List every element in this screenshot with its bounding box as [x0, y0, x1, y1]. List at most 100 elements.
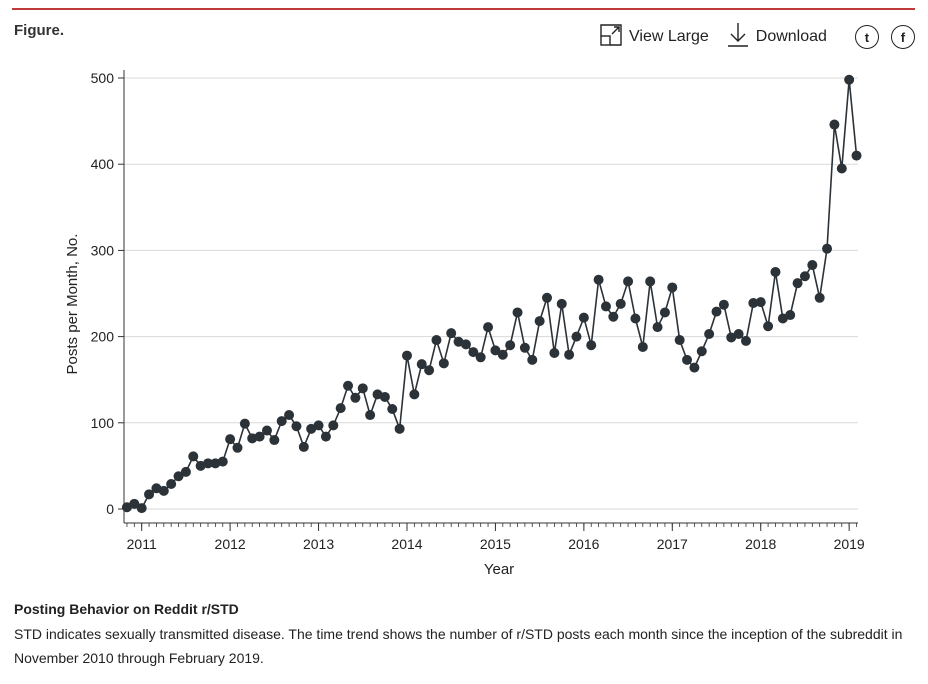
data-point	[542, 292, 553, 303]
data-point	[527, 354, 538, 365]
data-point	[298, 441, 309, 452]
top-accent-rule	[12, 8, 915, 10]
data-point	[409, 389, 420, 400]
data-point	[763, 321, 774, 332]
download-label: Download	[755, 28, 827, 45]
view-large-button[interactable]: View Large	[600, 23, 709, 51]
data-point	[718, 299, 729, 310]
data-point	[792, 278, 803, 289]
data-point	[512, 307, 523, 318]
data-point	[645, 276, 656, 287]
data-point	[659, 307, 670, 318]
data-point	[431, 335, 442, 346]
data-point	[682, 354, 693, 365]
view-large-label: View Large	[629, 28, 709, 45]
data-point	[254, 431, 265, 442]
figure-label: Figure.	[14, 22, 65, 39]
data-point	[822, 243, 833, 254]
data-point	[188, 451, 199, 462]
data-point	[814, 292, 825, 303]
data-point	[261, 425, 272, 436]
data-point	[483, 322, 494, 333]
posts-per-month-chart: 0 100 200 300 400 500 2011 2012 2013 2014 2015 2016…	[64, 70, 865, 578]
x-axis-label: Year	[484, 561, 514, 578]
data-point	[623, 276, 634, 287]
data-point	[586, 340, 597, 351]
y-tick-label: 200	[91, 329, 115, 345]
data-point	[851, 150, 862, 161]
data-point	[313, 420, 324, 431]
data-point	[740, 335, 751, 346]
x-tick-label: 2011	[127, 536, 157, 552]
y-axis-label: Posts per Month, No.	[64, 234, 81, 375]
x-tick-label: 2012	[215, 536, 246, 552]
data-point	[328, 420, 339, 431]
data-point	[468, 347, 479, 358]
data-point	[785, 310, 796, 321]
data-point	[733, 329, 744, 340]
data-point	[711, 306, 722, 317]
y-tick-label: 0	[106, 501, 114, 517]
data-point	[564, 349, 575, 360]
data-point	[276, 416, 287, 427]
data-point	[365, 410, 376, 421]
data-point	[836, 163, 847, 174]
caption-body: STD indicates sexually transmitted disea…	[14, 626, 903, 666]
data-point	[320, 431, 331, 442]
x-tick-label: 2017	[657, 536, 688, 552]
caption-title: Posting Behavior on Reddit r/STD	[14, 601, 239, 617]
y-tick-label: 500	[91, 70, 115, 86]
twitter-icon: t	[864, 29, 870, 45]
data-point	[829, 119, 840, 130]
data-point	[519, 342, 530, 353]
x-tick-label: 2015	[480, 536, 511, 552]
x-tick-label: 2013	[303, 536, 334, 552]
data-point	[799, 271, 810, 282]
data-point	[593, 274, 604, 285]
data-point	[343, 380, 354, 391]
data-point	[497, 349, 508, 360]
data-point	[630, 313, 641, 324]
figure-toolbar: View Large Download t f	[600, 22, 915, 52]
data-point	[637, 341, 648, 352]
data-point	[136, 503, 147, 514]
facebook-icon: f	[900, 29, 906, 45]
data-point	[578, 312, 589, 323]
data-point	[696, 346, 707, 357]
data-point	[704, 329, 715, 340]
data-point	[755, 297, 766, 308]
data-point	[217, 456, 228, 467]
data-point	[438, 358, 449, 369]
x-tick-label: 2014	[391, 536, 422, 552]
data-point	[600, 301, 611, 312]
data-point	[490, 345, 501, 356]
data-point	[844, 74, 855, 85]
data-point	[475, 352, 486, 363]
data-point	[652, 322, 663, 333]
facebook-share-button[interactable]: f	[890, 25, 915, 49]
y-tick-label: 100	[91, 415, 115, 431]
data-point	[615, 298, 626, 309]
data-point	[748, 297, 759, 308]
data-point	[173, 471, 184, 482]
data-point	[416, 359, 427, 370]
y-tick-label: 400	[91, 156, 115, 172]
data-point	[505, 340, 516, 351]
data-point	[556, 298, 567, 309]
data-point	[667, 282, 678, 293]
data-point	[394, 423, 405, 434]
data-point	[225, 434, 236, 445]
x-tick-label: 2018	[745, 536, 776, 552]
twitter-share-button[interactable]: t	[854, 25, 879, 49]
data-point	[166, 479, 177, 490]
data-point	[674, 335, 685, 346]
expand-icon	[600, 23, 622, 51]
data-point	[424, 365, 435, 376]
data-point	[549, 347, 560, 358]
data-point	[239, 418, 250, 429]
data-point	[129, 498, 140, 509]
data-point	[401, 350, 412, 361]
data-point	[357, 383, 368, 394]
data-point	[335, 403, 346, 414]
download-button[interactable]: Download	[727, 22, 827, 53]
